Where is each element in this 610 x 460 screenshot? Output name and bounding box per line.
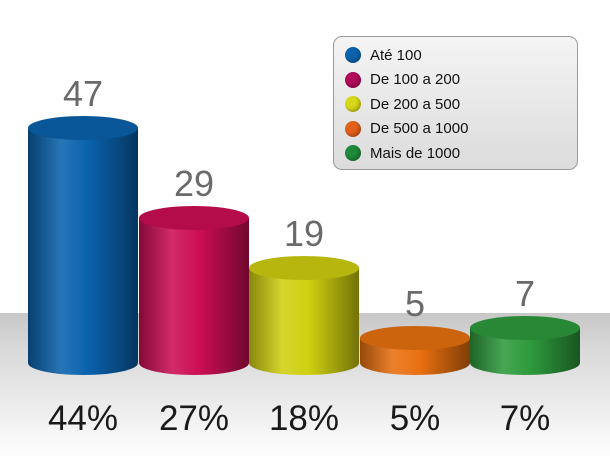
- bar-value-label: 7: [515, 273, 535, 314]
- bar-4-top: [360, 326, 470, 350]
- legend-item-de-100-a-200: De 100 a 200: [345, 68, 577, 93]
- legend-label: De 500 a 1000: [370, 120, 469, 138]
- bar-value-label: 29: [174, 163, 214, 204]
- legend-label: Até 100: [370, 46, 422, 64]
- bar-2: [139, 218, 249, 375]
- bar-value-label: 5: [405, 283, 425, 324]
- labels-layer: 47 44% 29 27% 19 18% 5 5% 7 7%: [48, 73, 550, 438]
- bar-percent-label: 27%: [159, 399, 229, 438]
- legend-item-de-200-a-500: De 200 a 500: [345, 92, 577, 117]
- bar-percent-label: 18%: [269, 399, 339, 438]
- legend-item-ate-100: Até 100: [345, 43, 577, 68]
- legend-label: De 200 a 500: [370, 95, 461, 113]
- bar-3: [249, 268, 359, 375]
- legend-label: Mais de 1000: [370, 144, 461, 162]
- legend-swatch: [345, 145, 361, 162]
- legend-swatch: [345, 96, 361, 113]
- bar-1: [28, 128, 138, 375]
- legend-item-de-500-a-1000: De 500 a 1000: [345, 117, 577, 142]
- legend-swatch: [345, 120, 361, 137]
- legend-swatch: [345, 71, 361, 88]
- bar-3-top: [249, 256, 359, 280]
- bar-5-top: [470, 316, 580, 340]
- bar-2-top: [139, 206, 249, 230]
- legend-item-mais-de-1000: Mais de 1000: [345, 141, 577, 166]
- legend-swatch: [345, 47, 361, 64]
- legend-label: De 100 a 200: [370, 71, 461, 89]
- bar-value-label: 47: [63, 73, 103, 114]
- bar-1-top: [28, 116, 138, 140]
- bar-percent-label: 44%: [48, 399, 118, 438]
- bars-layer: [28, 116, 580, 375]
- bar-percent-label: 7%: [500, 399, 551, 438]
- bar-5: [470, 328, 580, 375]
- bar-percent-label: 5%: [390, 399, 441, 438]
- bar-value-label: 19: [284, 213, 324, 254]
- legend: Até 100 De 100 a 200 De 200 a 500 De 500…: [333, 36, 578, 170]
